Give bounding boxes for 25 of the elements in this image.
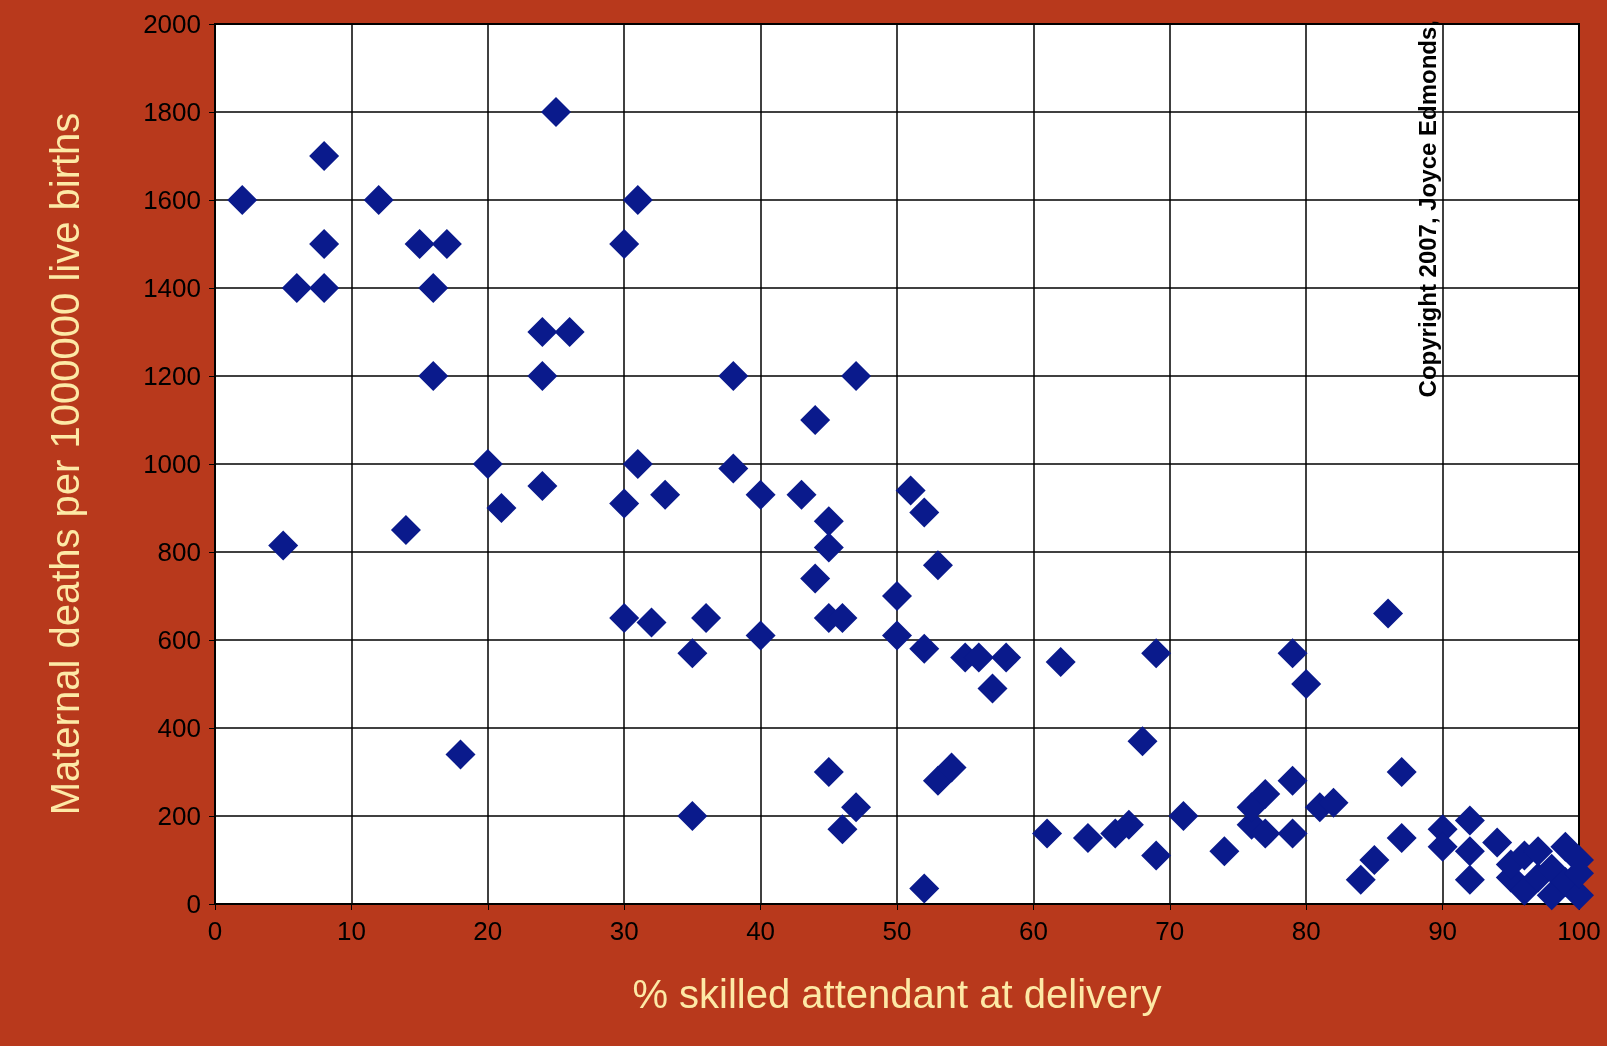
x-tick-label: 10 [336,916,366,946]
y-tick-label: 1200 [143,361,201,391]
x-axis-title: % skilled attendant at delivery [632,972,1162,1016]
y-tick-label: 800 [157,537,201,567]
y-tick-label: 200 [157,801,201,831]
y-tick-label: 1400 [143,273,201,303]
y-tick-label: 400 [157,713,201,743]
x-tick-label: 30 [609,916,639,946]
y-tick-label: 1800 [143,97,201,127]
x-tick-label: 40 [746,916,776,946]
x-tick-label: 100 [1557,916,1601,946]
x-tick-label: 20 [473,916,503,946]
y-tick-label: 1600 [143,185,201,215]
y-tick-label: 2000 [143,9,201,39]
x-tick-label: 50 [882,916,912,946]
x-tick-label: 80 [1291,916,1321,946]
x-tick-label: 60 [1018,916,1048,946]
x-tick-label: 90 [1428,916,1458,946]
x-tick-label: 70 [1155,916,1185,946]
y-tick-label: 1000 [143,449,201,479]
y-tick-label: 0 [186,889,201,919]
y-tick-label: 600 [157,625,201,655]
y-axis-title: Maternal deaths per 1000000 live births [43,112,87,816]
x-tick-label: 0 [207,916,223,946]
annotation: Copyright 2007, Joyce Edmonds, [1413,20,1441,398]
